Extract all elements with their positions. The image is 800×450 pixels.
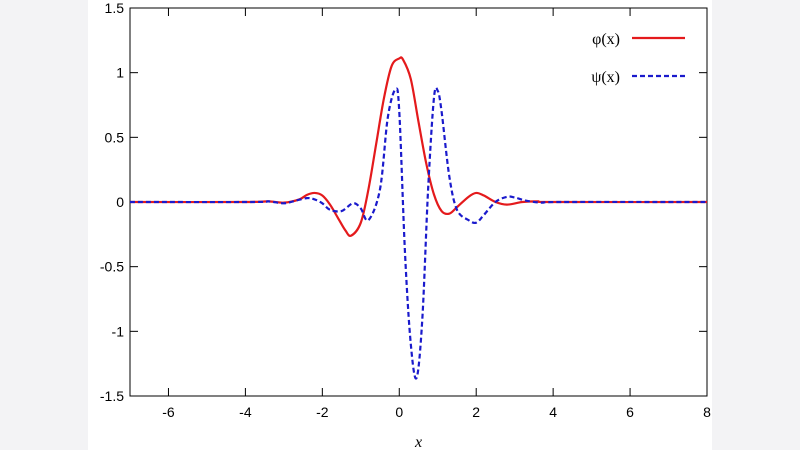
series-layer xyxy=(129,56,708,380)
series-line-phi xyxy=(129,56,708,237)
legend-label: φ(x) xyxy=(592,31,620,48)
x-tick-label: 4 xyxy=(549,404,557,420)
x-tick-label: -6 xyxy=(162,404,175,420)
x-tick-label: 8 xyxy=(703,404,711,420)
y-tick-label: 0 xyxy=(116,194,124,210)
x-tick-label: 0 xyxy=(395,404,403,420)
chart-panel xyxy=(88,0,712,450)
x-tick-label: 2 xyxy=(472,404,480,420)
x-tick-label: -4 xyxy=(239,404,252,420)
y-tick-label: -1.5 xyxy=(100,388,124,404)
legend-label: ψ(x) xyxy=(591,69,620,86)
x-axis-title: x xyxy=(414,434,422,450)
series-line-psi xyxy=(129,86,708,380)
x-tick-label: 6 xyxy=(626,404,634,420)
y-tick-label: 1.5 xyxy=(105,0,125,16)
y-tick-label: 0.5 xyxy=(105,129,125,145)
axes-layer: -6 -4 -2 0 2 4 6 8 1.5 1 0.5 0 -0.5 -1 -1.5 x xyxy=(100,0,711,450)
y-tick-label: -1 xyxy=(112,323,125,339)
y-tick-label: 1 xyxy=(116,65,124,81)
x-tick-label: -2 xyxy=(316,404,329,420)
y-tick-label: -0.5 xyxy=(100,259,124,275)
legend: φ(x) ψ(x) xyxy=(591,31,685,86)
